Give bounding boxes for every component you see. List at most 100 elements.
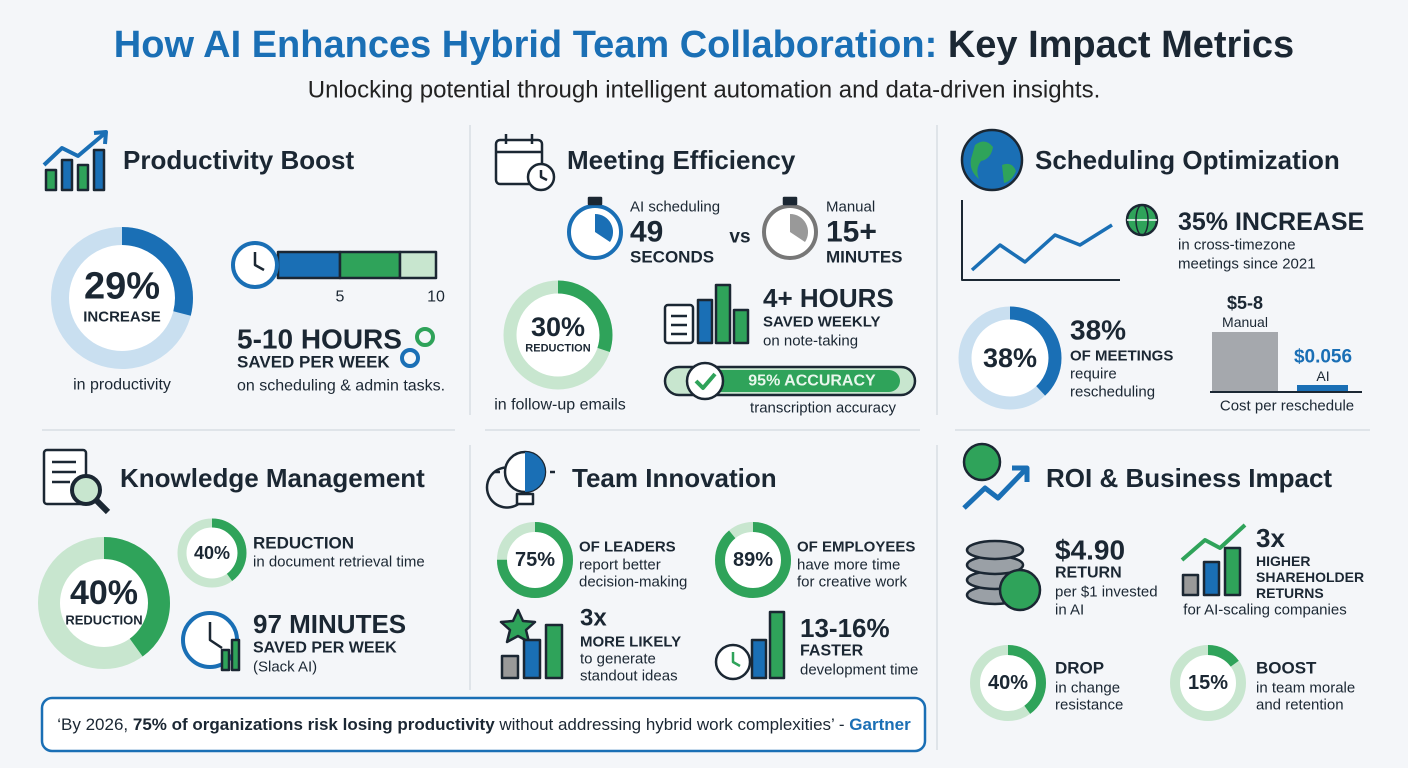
section-title: Scheduling Optimization xyxy=(1035,145,1340,175)
ring-caption: REDUCTION xyxy=(525,343,590,355)
label: vs xyxy=(729,227,750,248)
label: (Slack AI) xyxy=(253,659,317,676)
section-title: ROI & Business Impact xyxy=(1046,463,1332,493)
label: in follow-up emails xyxy=(494,397,626,414)
label: Cost per reschedule xyxy=(1220,398,1354,415)
label: AI xyxy=(1316,368,1329,384)
metric-value: 3x xyxy=(580,605,607,632)
label: SHAREHOLDER xyxy=(1256,569,1364,585)
metric-value: 3x xyxy=(1256,523,1285,553)
label: meetings since 2021 xyxy=(1178,256,1316,273)
label: $0.056 xyxy=(1294,347,1352,368)
label: in team morale xyxy=(1256,680,1355,697)
metric-value: 97 MINUTES xyxy=(253,609,406,639)
ring-label: 15% xyxy=(1188,672,1228,694)
ring-label: 40% xyxy=(194,543,230,563)
metric-value: 4+ HOURS xyxy=(763,283,894,313)
label: in change xyxy=(1055,680,1120,697)
section-title: Knowledge Management xyxy=(120,463,425,493)
label: on note-taking xyxy=(763,333,858,350)
icons xyxy=(42,128,1362,681)
label: REDUCTION xyxy=(253,534,354,553)
label: report better xyxy=(579,557,661,574)
label: AI scheduling xyxy=(630,199,720,216)
quote-bold: 75% of organizations risk losing product… xyxy=(133,715,495,734)
label: in cross-timezone xyxy=(1178,237,1296,254)
metric-value: $4.90 xyxy=(1055,535,1125,566)
label: to generate xyxy=(580,651,656,668)
scale-label: 5 xyxy=(336,289,345,306)
label: for AI-scaling companies xyxy=(1183,602,1346,619)
label: SECONDS xyxy=(630,248,714,267)
label: RETURN xyxy=(1055,565,1122,582)
ring-arc xyxy=(38,537,170,669)
label: 95% ACCURACY xyxy=(748,373,876,390)
label: SAVED WEEKLY xyxy=(763,314,881,331)
ring-arc xyxy=(51,227,193,369)
page-title: How AI Enhances Hybrid Team Collaboratio… xyxy=(114,24,1294,66)
section-title: Team Innovation xyxy=(572,463,777,493)
label: in AI xyxy=(1055,602,1084,619)
label: OF MEETINGS xyxy=(1070,348,1173,365)
label: decision-making xyxy=(579,574,687,591)
label: MORE LIKELY xyxy=(580,634,681,651)
metric-value: 49 xyxy=(630,216,663,249)
label: standout ideas xyxy=(580,668,678,685)
scale-label: 10 xyxy=(427,289,445,306)
ring-arc xyxy=(1170,645,1246,721)
label: transcription accuracy xyxy=(750,400,896,417)
quote-rest: without addressing hybrid work complexit… xyxy=(495,715,850,734)
label: SAVED PER WEEK xyxy=(237,353,390,372)
label: rescheduling xyxy=(1070,384,1155,401)
label: development time xyxy=(800,662,918,679)
quote-source: Gartner xyxy=(849,715,911,734)
subtitle: Unlocking potential through intelligent … xyxy=(308,77,1101,104)
metric-value: 5-10 HOURS xyxy=(237,324,402,355)
label: MINUTES xyxy=(826,248,903,267)
title-dark: Key Impact Metrics xyxy=(948,24,1294,66)
label: HIGHER xyxy=(1256,553,1310,569)
label: per $1 invested xyxy=(1055,584,1158,601)
ring-label: 40% xyxy=(988,672,1028,694)
ring-arc xyxy=(177,518,247,588)
metric-value: 38% xyxy=(1070,315,1126,346)
label: have more time xyxy=(797,557,900,574)
metric-value: 13-16% xyxy=(800,613,890,643)
label: Manual xyxy=(826,199,875,216)
ring-label: 89% xyxy=(733,549,773,571)
label: RETURNS xyxy=(1256,585,1324,601)
metric-value: 35% INCREASE xyxy=(1178,208,1364,236)
label: DROP xyxy=(1055,659,1104,678)
ring-label: 29% xyxy=(84,266,160,308)
label: OF LEADERS xyxy=(579,539,676,556)
section-title: Productivity Boost xyxy=(123,145,354,175)
label: for creative work xyxy=(797,574,908,591)
label: BOOST xyxy=(1256,659,1317,678)
label: SAVED PER WEEK xyxy=(253,640,397,657)
ring-arc xyxy=(958,306,1062,410)
ring-caption: INCREASE xyxy=(83,309,161,326)
dividers xyxy=(42,125,1370,750)
ring-arc xyxy=(503,280,613,390)
ring-arc xyxy=(715,522,791,598)
label: FASTER xyxy=(800,643,864,660)
ring-arc xyxy=(970,645,1046,721)
ring-label: 40% xyxy=(70,574,138,612)
ring-label: 75% xyxy=(515,549,555,571)
section-title: Meeting Efficiency xyxy=(567,145,796,175)
label: OF EMPLOYEES xyxy=(797,539,915,556)
label: and retention xyxy=(1256,697,1344,714)
ring-label: 30% xyxy=(531,312,585,342)
label: in document retrieval time xyxy=(253,554,425,571)
title-blue: How AI Enhances Hybrid Team Collaboratio… xyxy=(114,24,937,66)
label: Manual xyxy=(1222,314,1268,330)
label: require xyxy=(1070,366,1117,383)
quote-open: ‘By 2026, xyxy=(57,715,133,734)
ring-caption: REDUCTION xyxy=(65,613,142,628)
label: $5-8 xyxy=(1227,293,1263,313)
quote: ‘By 2026, 75% of organizations risk losi… xyxy=(57,715,911,734)
ring-label: 38% xyxy=(983,343,1037,373)
ring-arc xyxy=(497,522,573,598)
label: on scheduling & admin tasks. xyxy=(237,378,445,395)
